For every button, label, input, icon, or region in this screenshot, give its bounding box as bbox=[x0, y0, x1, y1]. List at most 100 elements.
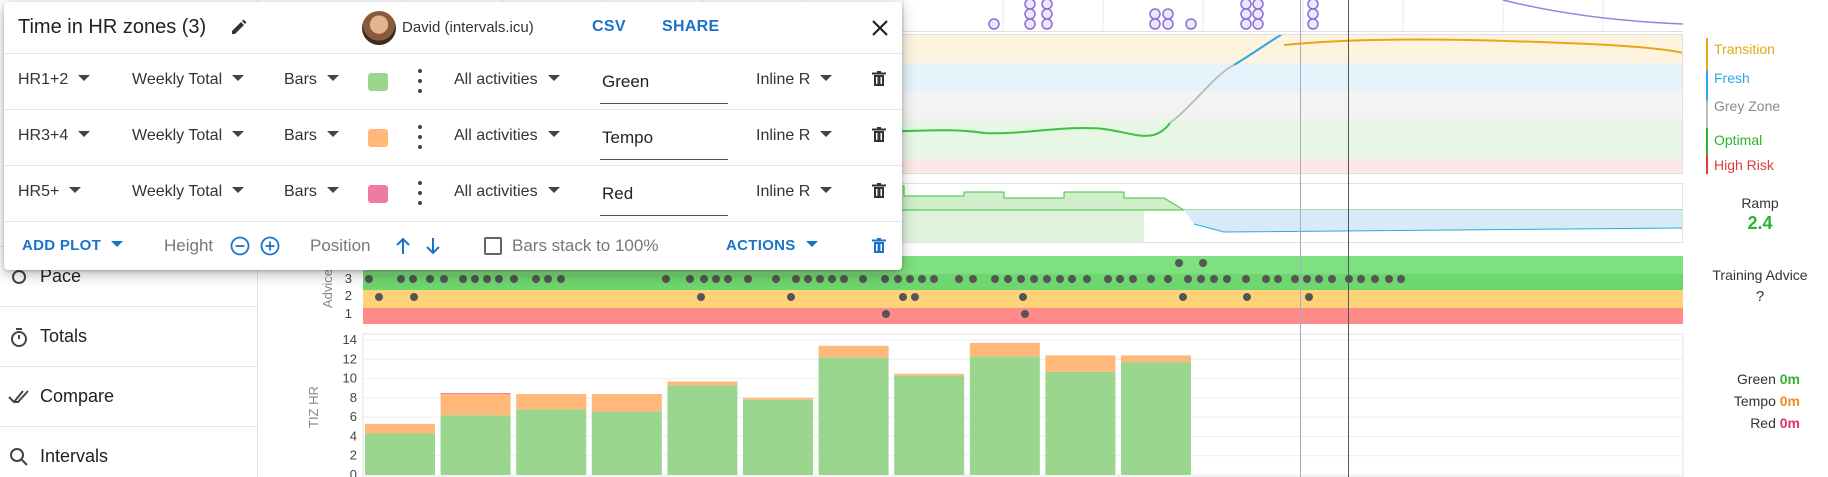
cursor-line bbox=[1348, 0, 1349, 477]
dialog-footer: ADD PLOT Height Position Bars stack to 1… bbox=[4, 222, 902, 270]
pace-icon bbox=[2, 269, 36, 285]
zone-select-value: HR3+4 bbox=[18, 127, 69, 144]
color-swatch[interactable] bbox=[368, 129, 388, 147]
chart-area: Advice 3 2 1 TIZ HR 14 12 10 8 6 4 2 0 bbox=[288, 0, 1688, 477]
delete-icon[interactable] bbox=[872, 183, 886, 204]
style-select[interactable]: Bars bbox=[284, 71, 339, 89]
legend-transition: Transition bbox=[1714, 41, 1775, 57]
bar-green[interactable] bbox=[894, 375, 965, 475]
axis-select[interactable]: Inline R bbox=[756, 127, 833, 145]
tiz-y-ticks: 14 12 10 8 6 4 2 0 bbox=[343, 332, 357, 477]
bar-red[interactable] bbox=[440, 393, 511, 394]
style-select-value: Bars bbox=[284, 71, 317, 88]
add-plot-button[interactable]: ADD PLOT bbox=[22, 237, 124, 254]
more-options-icon[interactable] bbox=[414, 125, 426, 149]
color-swatch[interactable] bbox=[368, 73, 388, 91]
bar-green[interactable] bbox=[969, 356, 1040, 475]
edit-title-icon[interactable] bbox=[230, 18, 248, 41]
form-legend-bar bbox=[1706, 38, 1708, 174]
y-tick-label: 12 bbox=[343, 351, 357, 366]
y-tick-label: 2 bbox=[350, 448, 357, 463]
legend-high-risk: High Risk bbox=[1714, 157, 1774, 173]
style-select[interactable]: Bars bbox=[284, 183, 339, 201]
aggregate-select[interactable]: Weekly Total bbox=[132, 183, 245, 201]
style-select[interactable]: Bars bbox=[284, 127, 339, 145]
bar-tempo[interactable] bbox=[591, 394, 662, 412]
plot-row-hr34: HR3+4 Weekly Total Bars All activities T… bbox=[4, 110, 902, 166]
aggregate-select[interactable]: Weekly Total bbox=[132, 127, 245, 145]
bar-green[interactable] bbox=[440, 415, 511, 475]
chart-settings-dialog: Time in HR zones (3) David (intervals.ic… bbox=[4, 2, 902, 270]
bar-green[interactable] bbox=[365, 433, 435, 475]
zone-select[interactable]: HR1+2 bbox=[18, 71, 91, 89]
nav-item-totals[interactable]: Totals bbox=[0, 306, 258, 366]
move-down-icon[interactable] bbox=[424, 236, 442, 261]
aggregate-select[interactable]: Weekly Total bbox=[132, 71, 245, 89]
chevron-down-icon bbox=[326, 187, 339, 193]
filter-select[interactable]: All activities bbox=[454, 71, 560, 89]
zone-select[interactable]: HR3+4 bbox=[18, 127, 91, 145]
height-decrease-icon[interactable] bbox=[230, 236, 250, 261]
bar-tempo[interactable] bbox=[440, 394, 511, 416]
plot-row-hr12: HR1+2 Weekly Total Bars All activities G… bbox=[4, 54, 902, 110]
bar-tempo[interactable] bbox=[818, 345, 889, 358]
bar-green[interactable] bbox=[516, 409, 587, 475]
search-icon bbox=[2, 447, 36, 467]
chevron-down-icon bbox=[69, 187, 82, 193]
nav-item-label: Intervals bbox=[40, 446, 109, 466]
tiz-legend-value: 0m bbox=[1779, 393, 1800, 409]
zone-select-value: HR1+2 bbox=[18, 71, 69, 88]
axis-select-value: Inline R bbox=[756, 127, 811, 144]
plot-row-hr5: HR5+ Weekly Total Bars All activities Re… bbox=[4, 166, 902, 222]
actions-button[interactable]: ACTIONS bbox=[726, 237, 818, 254]
more-options-icon[interactable] bbox=[414, 181, 426, 205]
bar-green[interactable] bbox=[1121, 362, 1191, 475]
more-options-icon[interactable] bbox=[414, 69, 426, 93]
series-name-field[interactable]: Tempo bbox=[600, 126, 728, 160]
tiz-legend-value: 0m bbox=[1779, 371, 1800, 387]
series-name-field[interactable]: Green bbox=[600, 70, 728, 104]
bar-tempo[interactable] bbox=[894, 373, 965, 376]
chevron-down-icon bbox=[232, 75, 245, 81]
nav-item-compare[interactable]: Compare bbox=[0, 366, 258, 426]
bar-tempo[interactable] bbox=[365, 423, 435, 434]
bar-green[interactable] bbox=[818, 357, 889, 475]
axis-select-value: Inline R bbox=[756, 71, 811, 88]
y-tick-label: 0 bbox=[350, 467, 357, 477]
bar-green[interactable] bbox=[1045, 371, 1116, 475]
bar-tempo[interactable] bbox=[667, 381, 738, 386]
bar-tempo[interactable] bbox=[743, 397, 813, 400]
chevron-down-icon bbox=[78, 75, 91, 81]
delete-icon[interactable] bbox=[872, 127, 886, 148]
axis-select[interactable]: Inline R bbox=[756, 183, 833, 201]
tiz-hr-chart: TIZ HR 14 12 10 8 6 4 2 0 bbox=[306, 332, 1684, 477]
delete-all-icon[interactable] bbox=[872, 238, 886, 259]
actions-label: ACTIONS bbox=[726, 237, 796, 254]
filter-select[interactable]: All activities bbox=[454, 127, 560, 145]
filter-select[interactable]: All activities bbox=[454, 183, 560, 201]
close-icon[interactable] bbox=[870, 18, 890, 43]
bar-tempo[interactable] bbox=[1121, 355, 1191, 363]
share-button[interactable]: SHARE bbox=[662, 18, 720, 35]
csv-button[interactable]: CSV bbox=[592, 18, 626, 35]
bar-tempo[interactable] bbox=[516, 394, 587, 410]
tiz-legend-green: Green 0m bbox=[1680, 371, 1800, 387]
height-increase-icon[interactable] bbox=[260, 236, 280, 261]
bar-tempo[interactable] bbox=[969, 342, 1040, 357]
bar-green[interactable] bbox=[591, 411, 662, 475]
bars-stack-checkbox[interactable] bbox=[484, 237, 502, 255]
color-swatch[interactable] bbox=[368, 185, 388, 203]
nav-item-intervals[interactable]: Intervals bbox=[0, 426, 258, 477]
today-line bbox=[1300, 0, 1301, 477]
chevron-down-icon bbox=[820, 75, 833, 81]
axis-select[interactable]: Inline R bbox=[756, 71, 833, 89]
bar-green[interactable] bbox=[667, 385, 738, 475]
series-name-field[interactable]: Red bbox=[600, 182, 728, 216]
bar-tempo[interactable] bbox=[1045, 355, 1116, 372]
bar-green[interactable] bbox=[743, 399, 813, 475]
move-up-icon[interactable] bbox=[394, 236, 412, 261]
zone-select[interactable]: HR5+ bbox=[18, 183, 82, 201]
delete-icon[interactable] bbox=[872, 71, 886, 92]
filter-select-value: All activities bbox=[454, 71, 538, 88]
training-advice-label: Training Advice bbox=[1712, 267, 1808, 283]
